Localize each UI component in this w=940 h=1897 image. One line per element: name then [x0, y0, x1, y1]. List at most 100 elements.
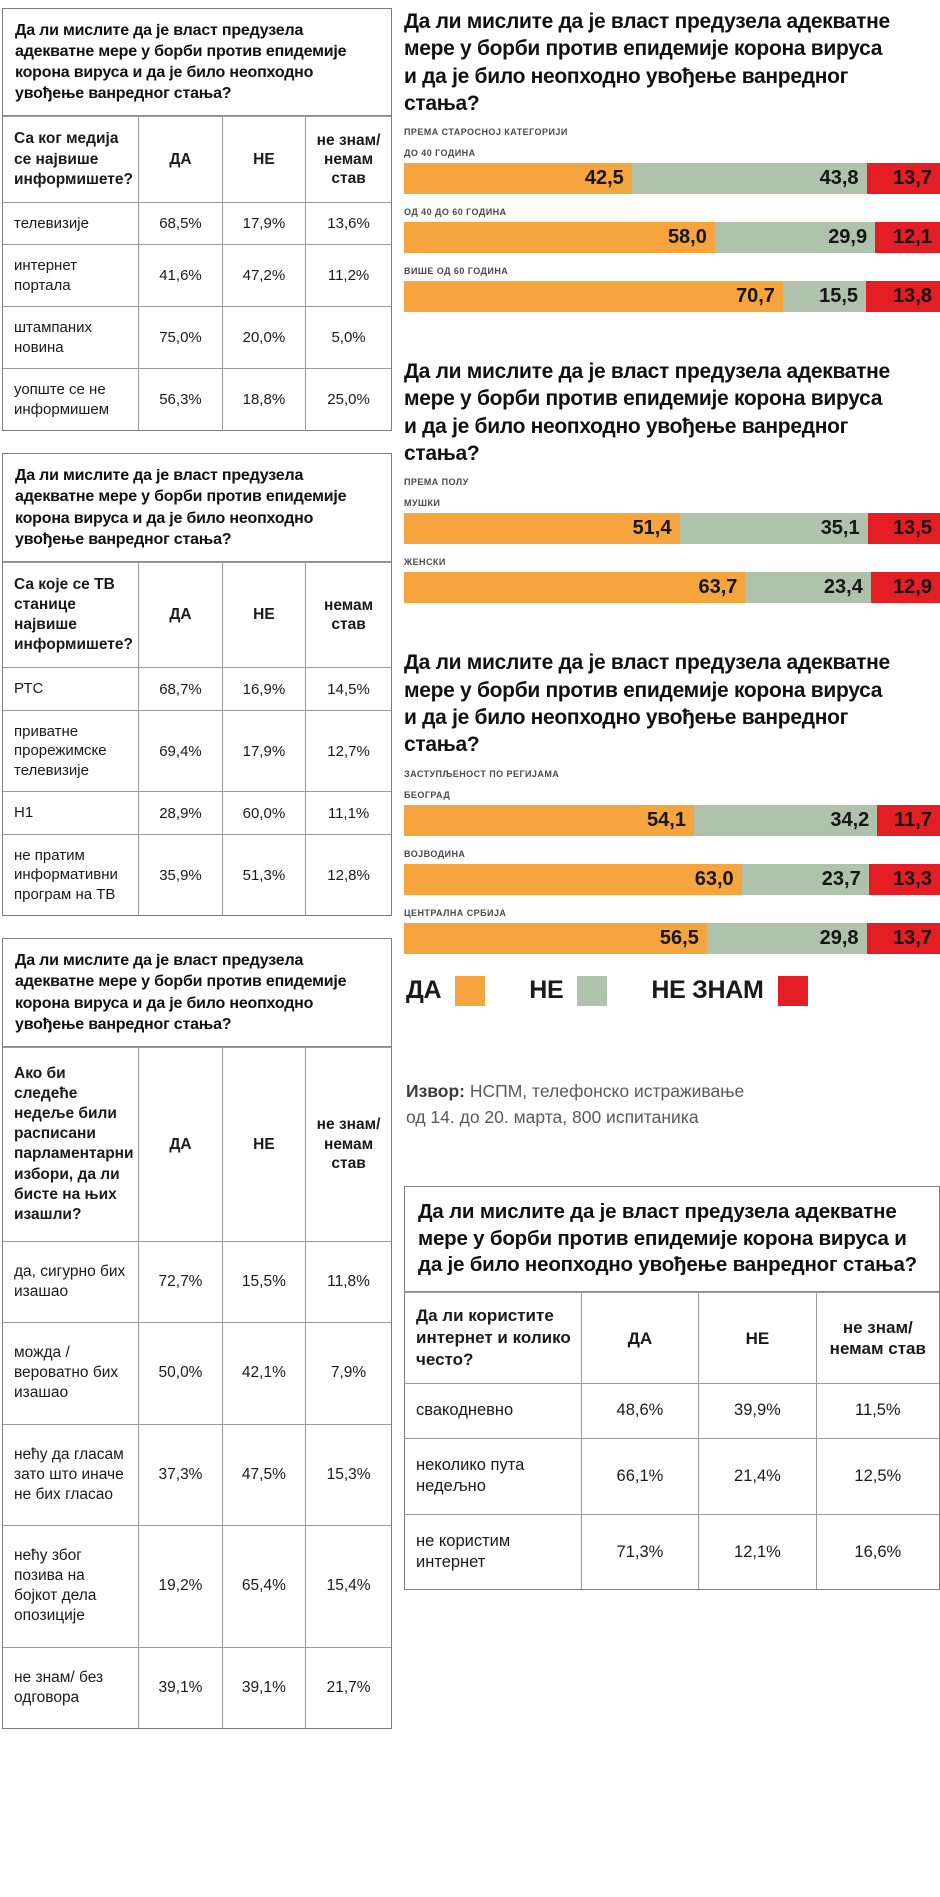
bar-segment-dont-know: 13,5: [867, 513, 940, 545]
stacked-bar: 63,0 23,7 13,3: [404, 863, 940, 895]
right-column: Да ли мислите да је власт предузела адек…: [404, 8, 940, 1729]
row-label-cell: не пратим информативни програм на ТВ: [3, 833, 140, 916]
survey-table-card: Да ли мислите да је власт предузела адек…: [2, 8, 392, 432]
value-cell: 21,4%: [698, 1437, 817, 1515]
bar-segment-no: 23,7: [741, 863, 869, 895]
value-cell: 50,0%: [138, 1322, 223, 1425]
value-cell: 21,7%: [305, 1646, 391, 1728]
chart-section: Да ли мислите да је власт предузела адек…: [404, 8, 940, 313]
bar-group: ЖЕНСКИ 63,7 23,4 12,9: [404, 557, 940, 604]
survey-data-table: Да ли користите интернет и колико често?…: [405, 1291, 939, 1590]
value-cell: 17,9%: [221, 201, 307, 246]
bar-category-label: ЖЕНСКИ: [404, 557, 446, 568]
legend-label: НЕ ЗНАМ: [651, 976, 764, 1005]
bar-category-label: МУШКИ: [404, 498, 441, 509]
column-header-cell: НЕ: [221, 116, 307, 203]
legend-swatch: [577, 975, 608, 1006]
chart-section: Да ли мислите да је власт предузела адек…: [404, 649, 940, 954]
table-header-row: Да ли користите интернет и колико често?…: [405, 1291, 939, 1385]
table-row: нећу да гласам зато што иначе не бих гла…: [3, 1423, 391, 1527]
value-cell: 69,4%: [138, 709, 223, 793]
source-note: Извор: НСПМ, телефонско истраживање од 1…: [406, 1078, 756, 1131]
row-label-cell: да, сигурно бих изашао: [3, 1240, 140, 1324]
bar-segment-dont-know: 11,7: [877, 804, 940, 836]
value-cell: 7,9%: [305, 1322, 391, 1425]
row-label-cell: свакодневно: [405, 1383, 582, 1439]
chart-subtitle: ПРЕМА ПОЛУ: [404, 477, 469, 488]
survey-table-card: Да ли мислите да је власт предузела адек…: [2, 453, 392, 917]
left-column: Да ли мислите да је власт предузела адек…: [2, 8, 392, 1729]
bar-segment-dont-know: 12,9: [870, 572, 940, 604]
column-header-cell: не знам/ немам став: [305, 116, 391, 203]
legend-item: НЕ ЗНАМ: [651, 975, 808, 1006]
value-cell: 15,4%: [305, 1525, 391, 1648]
table-header-row: Са које се ТВ станице највише информишет…: [3, 561, 391, 669]
value-cell: 13,6%: [305, 201, 391, 246]
value-cell: 14,5%: [305, 667, 391, 711]
legend-label: ДА: [406, 976, 442, 1005]
bar-segment-no: 15,5: [782, 281, 867, 313]
survey-data-table: Са које се ТВ станице највише информишет…: [3, 561, 391, 916]
bar-segment-dont-know: 13,8: [866, 281, 940, 313]
table-row: нећу због позива на бојкот дела опозициј…: [3, 1525, 391, 1648]
bar-category-label: ДО 40 ГОДИНА: [404, 148, 476, 159]
bar-category-label: ОД 40 ДО 60 ГОДИНА: [404, 207, 507, 218]
bar-group: БЕОГРАД 54,1 34,2 11,7: [404, 790, 940, 836]
survey-data-table: Ако би следеће недеље били расписани пар…: [3, 1046, 391, 1728]
bar-group: ВОЈВОДИНА 63,0 23,7 13,3: [404, 849, 940, 895]
value-cell: 16,6%: [815, 1513, 939, 1590]
bar-segment-yes: 51,4: [404, 513, 680, 545]
survey-question-title: Да ли мислите да је власт предузела адек…: [3, 9, 391, 117]
bar-segment-no: 43,8: [631, 163, 867, 195]
chart-subtitle: ЗАСТУПЉЕНОСТ ПО РЕГИЈАМА: [404, 768, 560, 779]
legend-swatch: [455, 975, 486, 1006]
column-header-cell: ДА: [138, 1046, 223, 1242]
value-cell: 75,0%: [138, 306, 223, 370]
source-text: НСПМ, телефонско истраживање од 14. до 2…: [406, 1080, 745, 1127]
column-header-cell: ДА: [138, 116, 223, 203]
value-cell: 39,9%: [698, 1383, 817, 1439]
bar-segment-no: 35,1: [679, 513, 868, 545]
column-header-cell: НЕ: [221, 1046, 307, 1242]
column-header-cell: НЕ: [698, 1291, 817, 1385]
question-header-cell: Да ли користите интернет и колико често?: [405, 1291, 582, 1385]
row-label-cell: Н1: [3, 791, 140, 835]
column-header-cell: ДА: [580, 1291, 700, 1385]
column-header-cell: НЕ: [221, 561, 307, 669]
bar-segment-dont-know: 13,3: [868, 863, 940, 895]
survey-table-card: Да ли мислите да је власт предузела адек…: [404, 1186, 940, 1591]
value-cell: 15,5%: [221, 1240, 307, 1324]
column-header-cell: не знам/ немам став: [305, 1046, 391, 1242]
value-cell: 18,8%: [221, 368, 307, 431]
stacked-bar: 51,4 35,1 13,5: [404, 513, 940, 545]
table-row: свакодневно 48,6% 39,9% 11,5%: [405, 1383, 939, 1439]
bar-segment-dont-know: 13,7: [866, 163, 940, 195]
row-label-cell: нећу због позива на бојкот дела опозициј…: [3, 1525, 140, 1648]
chart-subtitle: ПРЕМА СТАРОСНОЈ КАТЕГОРИЈИ: [404, 127, 568, 138]
row-label-cell: нећу да гласам зато што иначе не бих гла…: [3, 1423, 140, 1527]
table-header-row: Ако би следеће недеље били расписани пар…: [3, 1046, 391, 1242]
bar-group: ДО 40 ГОДИНА 42,5 43,8 13,7: [404, 148, 940, 195]
value-cell: 11,2%: [305, 244, 391, 308]
stacked-bar: 54,1 34,2 11,7: [404, 804, 940, 836]
row-label-cell: уопште се не информишем: [3, 368, 140, 431]
question-header-cell: Са које се ТВ станице највише информишет…: [3, 561, 140, 669]
value-cell: 56,3%: [138, 368, 223, 431]
value-cell: 60,0%: [221, 791, 307, 835]
value-cell: 5,0%: [305, 306, 391, 370]
row-label-cell: не користим интернет: [405, 1513, 582, 1590]
table-row: интернет портала 41,6% 47,2% 11,2%: [3, 244, 391, 308]
row-label-cell: телевизије: [3, 201, 140, 246]
column-header-cell: немам став: [305, 561, 391, 669]
table-row: да, сигурно бих изашао 72,7% 15,5% 11,8%: [3, 1240, 391, 1324]
value-cell: 68,5%: [138, 201, 223, 246]
bar-segment-no: 29,9: [714, 222, 876, 254]
bar-segment-no: 29,8: [706, 922, 867, 954]
value-cell: 11,1%: [305, 791, 391, 835]
value-cell: 71,3%: [580, 1513, 700, 1590]
value-cell: 35,9%: [138, 833, 223, 916]
bar-category-label: ЦЕНТРАЛНА СРБИЈА: [404, 907, 507, 918]
value-cell: 17,9%: [221, 709, 307, 793]
row-label-cell: интернет портала: [3, 244, 140, 308]
